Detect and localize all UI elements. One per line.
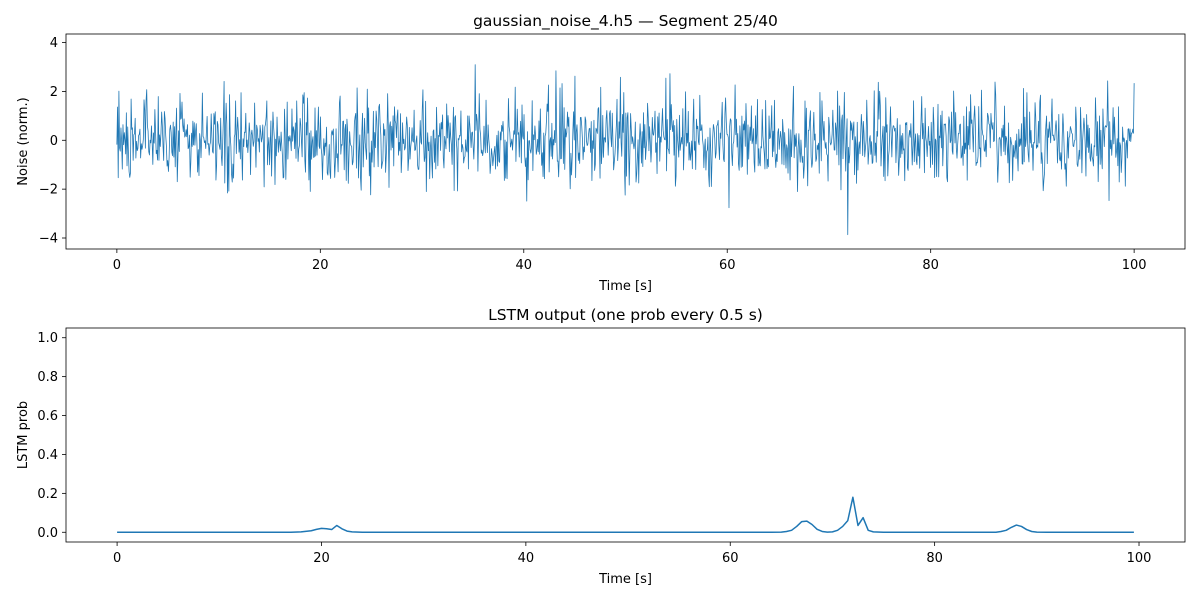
noise-y-axis-label: Noise (norm.) bbox=[16, 97, 31, 185]
noise-y-tick-label: 2 bbox=[50, 85, 58, 100]
lstm-y-axis-label: LSTM prob bbox=[16, 401, 31, 469]
noise-axes-frame bbox=[65, 33, 1186, 250]
lstm-axes-frame bbox=[65, 327, 1186, 543]
noise-x-tick-label: 40 bbox=[515, 258, 532, 273]
lstm-y-tick-label: 0.6 bbox=[37, 409, 58, 424]
lstm-y-tick-label: 1.0 bbox=[37, 331, 58, 346]
lstm-y-tick-label: 0.4 bbox=[37, 448, 58, 463]
noise-x-tick-label: 80 bbox=[922, 258, 939, 273]
noise-x-tick-label: 20 bbox=[312, 258, 329, 273]
lstm-x-tick-label: 0 bbox=[113, 551, 121, 566]
noise-y-tick-label: 4 bbox=[50, 36, 58, 51]
lstm-y-ticks: 0.0 0.2 0.4 0.6 0.8 1.0 bbox=[37, 331, 66, 541]
noise-x-ticks: 0 20 40 60 80 100 bbox=[113, 249, 1147, 273]
noise-x-tick-label: 0 bbox=[113, 258, 121, 273]
noise-plot-area bbox=[116, 64, 1135, 236]
noise-panel: gaussian_noise_4.h5 — Segment 25/40 Nois… bbox=[16, 12, 1186, 294]
lstm-y-tick-label: 0.8 bbox=[37, 370, 58, 385]
lstm-plot-area bbox=[117, 496, 1134, 534]
noise-y-tick-label: 0 bbox=[50, 134, 58, 149]
noise-x-tick-label: 60 bbox=[719, 258, 736, 273]
lstm-x-tick-label: 20 bbox=[313, 551, 330, 566]
lstm-y-tick-label: 0.0 bbox=[37, 526, 58, 541]
lstm-x-ticks: 0 20 40 60 80 100 bbox=[113, 542, 1151, 566]
lstm-x-tick-label: 60 bbox=[722, 551, 739, 566]
lstm-x-tick-label: 100 bbox=[1127, 551, 1152, 566]
noise-x-axis-label: Time [s] bbox=[598, 279, 652, 294]
lstm-x-axis-label: Time [s] bbox=[598, 572, 652, 587]
noise-series-line bbox=[116, 64, 1135, 236]
noise-x-tick-label: 100 bbox=[1122, 258, 1147, 273]
noise-y-tick-label: −2 bbox=[39, 183, 58, 198]
lstm-series-line bbox=[117, 496, 1134, 534]
noise-y-tick-label: −4 bbox=[39, 232, 58, 247]
lstm-x-tick-label: 80 bbox=[926, 551, 943, 566]
noise-y-ticks: −4 −2 0 2 4 bbox=[39, 36, 66, 247]
lstm-chart-title: LSTM output (one prob every 0.5 s) bbox=[488, 306, 763, 324]
lstm-x-tick-label: 40 bbox=[518, 551, 535, 566]
noise-chart-title: gaussian_noise_4.h5 — Segment 25/40 bbox=[473, 12, 778, 31]
lstm-panel: LSTM output (one prob every 0.5 s) LSTM … bbox=[16, 306, 1186, 587]
lstm-y-tick-label: 0.2 bbox=[37, 487, 58, 502]
